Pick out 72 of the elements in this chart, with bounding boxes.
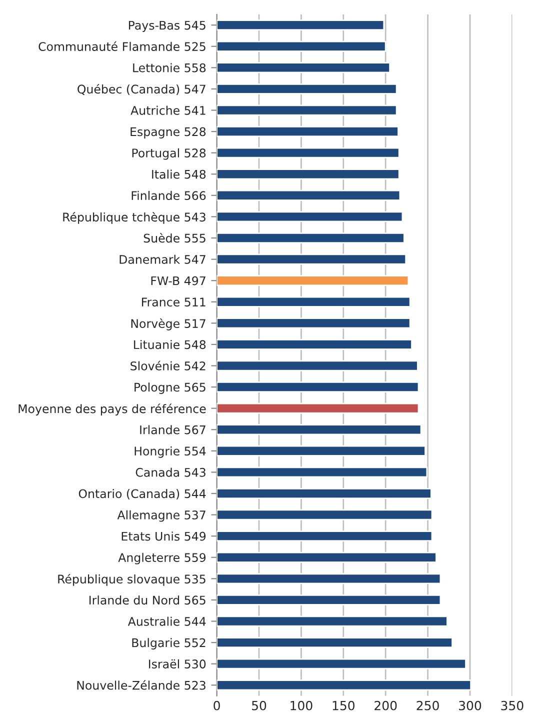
bar [216, 530, 433, 542]
bar [216, 147, 400, 158]
bar [216, 680, 472, 691]
y-tick-label: FW-B 497 [151, 276, 206, 286]
bar [216, 211, 404, 222]
x-tick-label: 0 [214, 700, 220, 710]
x-tick-label: 100 [290, 700, 312, 710]
bar [216, 509, 433, 520]
y-tick-label: Etats Unis 549 [122, 532, 206, 541]
bar [216, 658, 466, 670]
y-tick-label: Autriche 541 [130, 106, 206, 115]
bar [216, 594, 442, 606]
y-tick-label: Finlande 566 [132, 190, 206, 200]
y-tick-label: Portugal 528 [132, 148, 206, 160]
y-tick-label: Allemagne 537 [117, 510, 206, 522]
y-tick-label: Canada 543 [136, 468, 206, 477]
bar [216, 190, 401, 201]
x-tick-label: 200 [374, 700, 397, 710]
x-tick-label: 300 [459, 700, 482, 710]
y-tick-label: Lettonie 558 [133, 63, 206, 72]
y-tick-label: Angleterre 559 [118, 552, 206, 564]
y-tick-label: Nouvelle-Zélande 523 [77, 680, 206, 690]
y-tick-label: Norvège 517 [131, 318, 206, 330]
bar [216, 637, 453, 648]
bar [216, 126, 399, 138]
y-tick-label: Irlande du Nord 565 [89, 595, 206, 605]
y-tick-label: Moyenne des pays de référence [18, 404, 206, 416]
y-tick-label: Québec (Canada) 547 [78, 84, 206, 95]
y-tick-label: Communauté Flamande 525 [38, 41, 206, 52]
bar [216, 62, 391, 74]
bar [216, 382, 420, 393]
y-tick-label: Pays-Bas 545 [128, 20, 206, 32]
y-tick-label: Ontario (Canada) 544 [78, 489, 206, 500]
x-tick-label: 50 [252, 700, 266, 710]
y-tick-label: Hongrie 554 [134, 446, 206, 458]
y-tick-label: Bulgarie 552 [132, 638, 206, 650]
bar [216, 573, 442, 584]
bar [216, 552, 437, 563]
bar [216, 104, 398, 116]
y-tick-label: Irlande 567 [140, 425, 206, 434]
bar [216, 20, 385, 31]
y-tick-label: Slovénie 542 [130, 360, 206, 370]
x-tick-label: 250 [416, 700, 439, 710]
y-tick-label: Israël 530 [148, 659, 206, 668]
y-tick-label: République slovaque 535 [58, 574, 206, 586]
y-tick-label: Suède 555 [144, 233, 206, 243]
y-tick-label: Danemark 547 [120, 254, 206, 264]
y-tick-label: Espagne 528 [130, 127, 206, 138]
bar [216, 466, 428, 478]
x-tick-label: 150 [332, 700, 354, 710]
bar [216, 168, 400, 180]
bar [216, 40, 386, 52]
bar [216, 488, 432, 499]
bar [216, 296, 411, 308]
y-tick-label: France 511 [142, 298, 206, 307]
bar [216, 254, 407, 265]
bar [216, 275, 410, 286]
bar [216, 360, 418, 372]
y-tick-label: Pologne 565 [134, 382, 206, 394]
bar [216, 83, 398, 94]
y-tick-label: Italie 548 [152, 170, 206, 179]
bar [216, 616, 448, 627]
y-tick-label: République tchèque 543 [63, 212, 206, 224]
bar [216, 318, 411, 329]
bar [216, 338, 412, 350]
y-tick-label: Australie 544 [128, 616, 206, 626]
y-tick-label: Lituanie 548 [134, 340, 206, 350]
x-tick-label: 350 [501, 700, 524, 710]
bar [216, 232, 405, 244]
bar [216, 402, 420, 414]
bar [216, 424, 422, 436]
bar [216, 445, 426, 456]
